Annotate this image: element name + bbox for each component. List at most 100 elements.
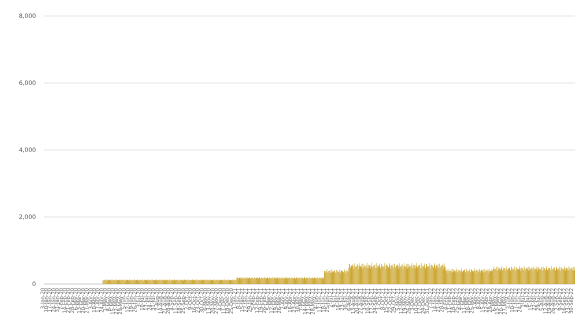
x-tick-label: 16-Sep-22 (562, 288, 568, 314)
x-tick-label: 14-May-21 (303, 288, 309, 315)
x-tick-label: 24-Apr-20 (99, 288, 105, 313)
x-tick-label: 2-Apr-21 (281, 288, 287, 309)
x-tick-label: 8-Apr-22 (477, 288, 483, 309)
x-tick-label: 22-Oct-21 (388, 288, 394, 313)
x-tick-label: 30-Oct-20 (199, 288, 205, 313)
x-tick-label: 14-Aug-20 (159, 288, 165, 314)
y-tick-labels: 0 2,000 4,000 6,000 8,000 (19, 13, 36, 288)
x-tick-label: 23-Oct-20 (196, 288, 202, 313)
y-tick-label: 0 (32, 281, 36, 288)
x-tick-label: 8-Jan-21 (236, 288, 242, 309)
x-tick-label: 17-Jul-20 (144, 288, 150, 311)
x-tick-label: 4-Mar-22 (458, 288, 464, 310)
x-tick-label: 17-Apr-20 (96, 288, 102, 313)
x-tick-label: 12-Feb-21 (255, 288, 261, 313)
x-tick-label: 4-Feb-22 (443, 288, 449, 310)
x-tick-label: 23-Jul-21 (340, 288, 346, 311)
x-tick-label: 11-Sep-20 (173, 288, 179, 314)
x-tick-label: 28-Feb-20 (70, 288, 76, 313)
x-tick-label: 15-Apr-22 (480, 288, 486, 313)
x-tick-label: 4-Dec-20 (218, 288, 224, 311)
x-tick-label: 11-Mar-22 (462, 288, 468, 313)
x-tick-label: 5-Nov-21 (395, 288, 401, 311)
x-tick-label: 5-Feb-21 (251, 288, 257, 310)
x-tick-label: 30-Apr-21 (295, 288, 301, 313)
x-tick-label: 27-Aug-21 (358, 288, 364, 314)
x-tick-label: 26-Mar-21 (277, 288, 283, 313)
x-tick-label: 6-Mar-20 (74, 288, 80, 310)
x-tick-label: 20-Nov-20 (210, 288, 216, 314)
x-tick-label: 10-Dec-21 (414, 288, 420, 314)
x-tick-label: 21-Jan-22 (436, 288, 442, 312)
x-tick-label: 12-Jun-20 (125, 288, 131, 312)
x-tick-label: 23-Apr-21 (292, 288, 298, 313)
x-tick-label: 28-May-21 (310, 288, 316, 315)
x-tick-label: 7-Feb-20 (59, 288, 65, 310)
x-tick-label: 12-Nov-21 (399, 288, 405, 314)
x-tick-label: 10-Jun-22 (510, 288, 516, 312)
x-tick-label: 27-May-22 (503, 288, 509, 315)
x-tick-label: 30-Jul-21 (344, 288, 350, 311)
x-tick-label: 31-Jul-20 (151, 288, 157, 311)
x-tick-label: 21-Aug-20 (162, 288, 168, 314)
x-tick-label: 30-Sep-22 (569, 288, 575, 314)
x-tick-label: 28-Jan-22 (440, 288, 446, 312)
x-tick-label: 7-May-21 (299, 288, 305, 311)
x-tick-label: 3-Jun-22 (506, 288, 512, 309)
x-tick-label: 29-Apr-22 (488, 288, 494, 313)
x-tick-label: 3-Sep-21 (362, 288, 368, 311)
x-tick-label: 6-May-22 (491, 288, 497, 311)
x-tick-label: 11-Jun-21 (318, 288, 324, 312)
x-tick-label: 18-Feb-22 (451, 288, 457, 313)
x-tick-label: 12-Mar-21 (270, 288, 276, 313)
x-tick-label: 17-Jan-20 (48, 288, 54, 312)
y-grid (44, 15, 575, 285)
x-tick-label: 5-Jun-20 (122, 288, 128, 309)
x-tick-labels: 3-Jan-2010-Jan-2017-Jan-2024-Jan-2031-Ja… (40, 288, 575, 315)
x-tick-label: 22-Apr-22 (484, 288, 490, 313)
x-tick-label: 15-Oct-21 (384, 288, 390, 313)
x-tick-label: 24-Sep-21 (373, 288, 379, 314)
y-tick-label: 4,000 (19, 147, 36, 154)
x-tick-label: 16-Oct-20 (192, 288, 198, 313)
x-tick-label: 10-Apr-20 (92, 288, 98, 313)
x-tick-label: 10-Sep-21 (366, 288, 372, 314)
x-tick-label: 25-Dec-20 (229, 288, 235, 314)
x-tick-label: 18-Dec-20 (225, 288, 231, 314)
x-tick-label: 19-Aug-22 (547, 288, 553, 314)
x-tick-label: 10-Jan-20 (44, 288, 50, 312)
x-tick-label: 31-Dec-21 (425, 288, 431, 314)
x-tick-label: 9-Jul-21 (332, 288, 338, 307)
x-tick-label: 3-Dec-21 (410, 288, 416, 311)
x-tick-label: 19-Nov-21 (403, 288, 409, 314)
x-tick-label: 18-Mar-22 (466, 288, 472, 313)
x-tick-label: 16-Apr-21 (288, 288, 294, 313)
x-tick-label: 19-Mar-21 (273, 288, 279, 313)
x-tick-label: 20-May-22 (499, 288, 505, 315)
x-tick-label: 28-Aug-20 (166, 288, 172, 314)
x-tick-label: 18-Jun-21 (321, 288, 327, 312)
x-tick-label: 12-Aug-22 (543, 288, 549, 314)
x-tick-label: 13-Mar-20 (77, 288, 83, 313)
x-tick-label: 1-Apr-22 (473, 288, 479, 309)
x-tick-label: 25-Jun-21 (325, 288, 331, 312)
x-tick-label: 5-Mar-21 (266, 288, 272, 310)
x-tick-label: 20-Aug-21 (355, 288, 361, 314)
x-tick-label: 6-Nov-20 (203, 288, 209, 311)
x-tick-label: 9-Oct-20 (188, 288, 194, 310)
x-tick-label: 15-Jan-21 (240, 288, 246, 312)
x-tick-label: 24-Dec-21 (421, 288, 427, 314)
x-tick-label: 16-Jul-21 (336, 288, 342, 311)
y-tick-label: 2,000 (19, 214, 36, 221)
x-tick-label: 1-Jul-22 (521, 288, 527, 307)
x-tick-label: 9-Apr-21 (284, 288, 290, 309)
x-tick-label: 1-Oct-21 (377, 288, 383, 310)
x-tick-label: 4-Sep-20 (170, 288, 176, 311)
x-tick-label: 6-Aug-21 (347, 288, 353, 311)
x-tick-label: 13-Aug-21 (351, 288, 357, 314)
x-tick-label: 23-Sep-22 (565, 288, 571, 314)
x-tick-label: 3-Jul-20 (136, 288, 142, 307)
x-tick-label: 10-Jul-20 (140, 288, 146, 311)
x-tick-label: 29-May-20 (118, 288, 124, 315)
x-tick-label: 1-Jan-21 (233, 288, 239, 309)
